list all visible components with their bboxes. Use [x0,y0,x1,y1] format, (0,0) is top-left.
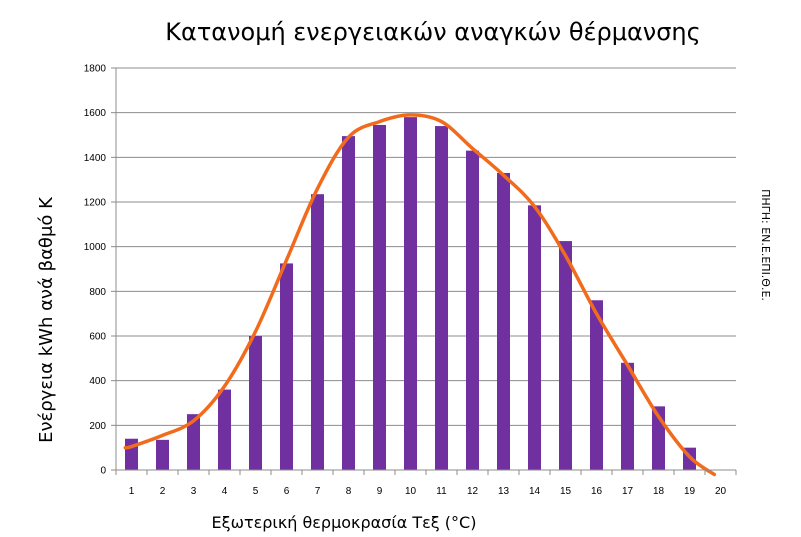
x-tick-label: 8 [346,486,352,497]
bar [218,389,231,470]
x-tick-label: 1 [129,486,135,497]
y-tick-label: 1000 [84,242,107,253]
x-axis-label: Εξωτερική θερμοκρασία Τεξ (°C) [212,513,477,532]
bar [559,241,572,470]
x-tick-label: 11 [436,486,447,497]
y-tick-label: 600 [89,332,106,343]
gridlines [116,67,736,471]
x-tick-label: 10 [405,486,417,497]
bar [528,205,541,470]
x-tick-label: 16 [591,486,603,497]
bar [497,172,510,470]
y-tick-label: 400 [89,376,106,387]
bar [404,117,417,470]
y-tick-label: 0 [100,466,106,477]
bar [187,414,200,470]
bar [590,300,603,470]
x-tick-label: 14 [529,486,541,497]
source-note: ΠΗΓΗ: ΕΝ.Ε.ΕΠΙ.Θ.Ε. [759,189,772,301]
trend-line [123,113,717,477]
chart-title: Κατανομή ενεργειακών αναγκών θέρμανσης [165,18,700,46]
y-tick-label: 1600 [84,108,107,119]
bar [249,336,262,470]
bar [156,439,169,470]
trend-line-group [123,113,717,477]
x-tick-label: 18 [653,486,665,497]
x-tick-label: 13 [498,486,510,497]
bar [435,126,448,471]
x-tick-label: 9 [377,486,383,497]
y-tick-label: 1200 [84,198,107,209]
x-tick-label: 15 [560,486,572,497]
bar [621,362,634,470]
x-tick-label: 5 [253,486,259,497]
bar [280,263,293,470]
y-axis-label: Ενέργεια kWh ανά βαθμό Κ [36,196,57,443]
y-tick-label: 1400 [84,153,107,164]
y-tick-label: 800 [89,287,106,298]
y-tick-label: 1800 [84,64,107,75]
x-tick-label: 20 [715,486,727,497]
x-tick-label: 2 [160,486,166,497]
bar [342,136,355,470]
x-tick-label: 17 [622,486,634,497]
x-tick-label: 6 [284,486,290,497]
bars [125,117,696,471]
x-tick-label: 7 [315,486,321,497]
x-tick-label: 19 [684,486,696,497]
y-tick-label: 200 [89,421,106,432]
x-tick-label: 4 [222,486,228,497]
x-tick-label: 3 [191,486,197,497]
bar [373,124,386,470]
bar [311,194,324,470]
x-tick-label: 12 [467,486,479,497]
bar [466,150,479,470]
